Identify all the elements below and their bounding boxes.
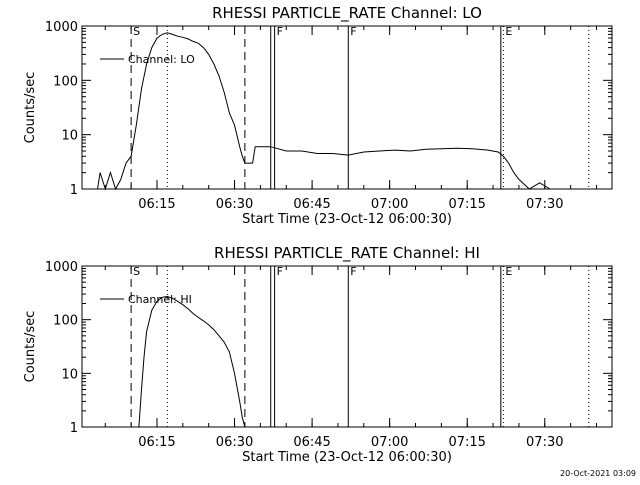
event-marker-label: F xyxy=(350,25,356,38)
x-tick-label: 07:15 xyxy=(448,197,485,212)
plot-frame xyxy=(81,25,613,190)
event-marker-label: S xyxy=(133,265,140,278)
y-tick-label: 1 xyxy=(70,421,78,436)
chart-title: RHESSI PARTICLE_RATE Channel: HI xyxy=(214,244,480,263)
event-marker-label: F xyxy=(277,25,283,38)
y-axis-label: Counts/sec xyxy=(23,311,38,383)
x-tick-label: 06:45 xyxy=(293,197,330,212)
event-marker-label: F xyxy=(350,265,356,278)
x-tick-label: 06:30 xyxy=(216,435,253,450)
event-marker-label: E xyxy=(505,265,512,278)
event-marker-label: F xyxy=(277,265,283,278)
timestamp: 20-Oct-2021 03:09 xyxy=(560,469,636,478)
x-axis-label: Start Time (23-Oct-12 06:00:30) xyxy=(242,212,452,227)
chart-panel-2: RHESSI PARTICLE_RATE Channel: HI 1 10 100 10… xyxy=(23,244,613,465)
x-tick-label: 07:30 xyxy=(526,435,563,450)
x-axis-label: Start Time (23-Oct-12 06:00:30) xyxy=(242,450,452,465)
event-marker-label: E xyxy=(505,25,512,38)
x-tick-label: 07:00 xyxy=(371,435,408,450)
event-marker-label: S xyxy=(133,25,140,38)
y-tick-label: 1000 xyxy=(45,20,78,35)
y-tick-label: 1 xyxy=(70,183,78,198)
x-tick-label: 06:45 xyxy=(293,435,330,450)
y-axis-label: Counts/sec xyxy=(23,72,38,144)
x-tick-label: 06:15 xyxy=(138,197,175,212)
chart-title: RHESSI PARTICLE_RATE Channel: LO xyxy=(212,4,482,23)
x-tick-label: 06:15 xyxy=(138,435,175,450)
y-tick-label: 10 xyxy=(61,129,78,144)
x-tick-label: 07:00 xyxy=(371,197,408,212)
x-tick-label: 06:30 xyxy=(216,197,253,212)
x-tick-label: 07:15 xyxy=(448,435,485,450)
series-line-1 xyxy=(97,32,551,191)
y-tick-label: 10 xyxy=(61,367,78,382)
y-tick-label: 1000 xyxy=(45,260,78,275)
y-tick-label: 100 xyxy=(53,314,78,329)
chart-panel-1: RHESSI PARTICLE_RATE Channel: LO 1 10 100 10… xyxy=(23,4,613,227)
legend-label: Channel: HI xyxy=(128,293,192,306)
plot-frame xyxy=(81,265,613,428)
y-tick-label: 100 xyxy=(53,74,78,89)
legend-label: Channel: LO xyxy=(128,53,195,66)
series-line-1 xyxy=(138,295,246,428)
x-tick-label: 07:30 xyxy=(526,197,563,212)
